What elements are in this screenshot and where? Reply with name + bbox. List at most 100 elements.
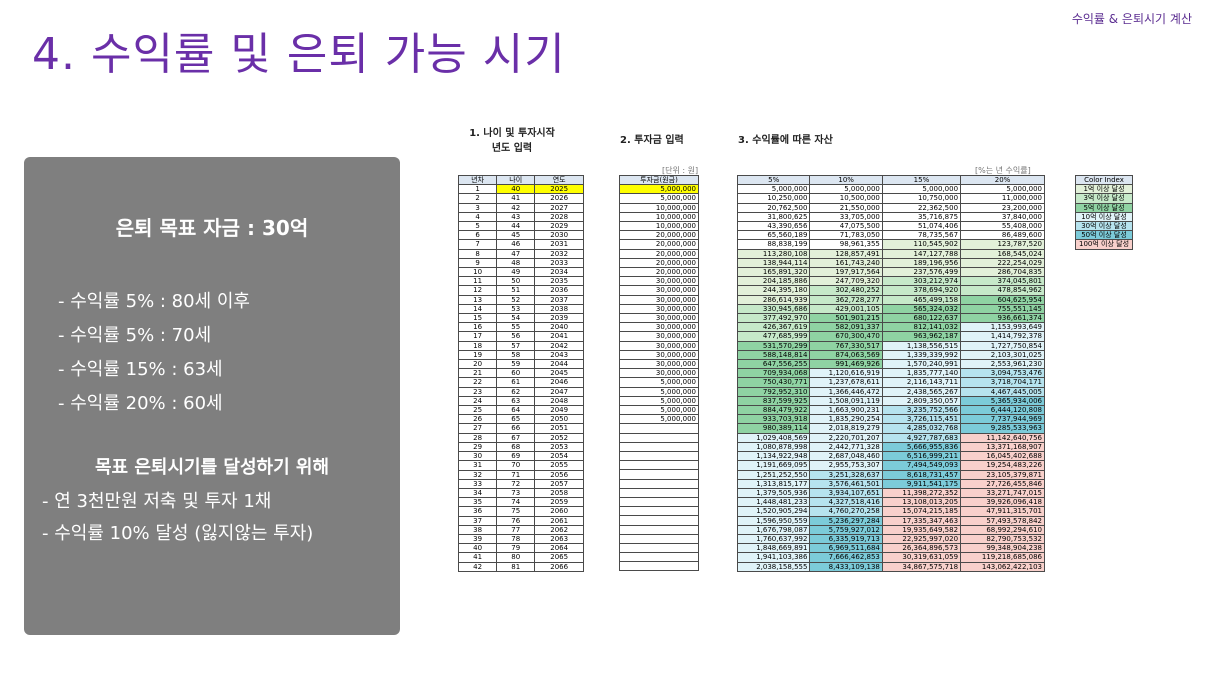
investment-cell: 5,000,000 [619,184,699,195]
color-index-item: 10억 이상 달성 [1074,211,1134,223]
asset-table-cell: 5,666,955,836 [881,441,962,453]
asset-table-cell: 680,122,637 [881,313,962,324]
table-row: 30,000,000 [619,359,699,370]
age-table-cell: 2029 [534,221,584,232]
age-table-cell: 31 [457,460,498,471]
table-row: 1,379,505,936 3,934,107,651 11,398,272,352… [736,487,1045,499]
age-table-cell: 15 [457,313,498,324]
age-table-cell: 20 [457,359,498,370]
asset-table-cell: 1,835,777,140 [881,368,962,379]
asset-table-cell: 4,467,445,005 [960,386,1045,397]
asset-table-cell: 165,891,320 [736,267,811,278]
asset-table-cell: 8,433,109,138 [809,561,883,572]
asset-table: 5% 10% 15% 20% 5,000,000 5,000,000 5,000,000 5… [736,174,1045,572]
age-table-cell: 66 [496,423,536,434]
age-table-cell: 2047 [534,386,584,397]
color-index-item: 30억 이상 달성 [1074,221,1134,232]
asset-table-cell: 161,743,240 [809,257,883,269]
table-row [619,451,699,462]
asset-table-cell: 5,000,000 [809,184,883,195]
age-table-cell: 2051 [534,423,584,434]
age-table-cell: 76 [496,515,536,526]
table-row: 709,934,068 1,120,616,919 1,835,777,140 3,0… [736,368,1045,379]
investment-cell: 5,000,000 [619,377,699,388]
table-row: 30억 이상 달성 [1074,221,1134,232]
investment-cell [619,478,699,489]
age-table-cell: 65 [496,414,536,425]
asset-table-cell: 1,835,290,254 [809,414,883,425]
age-table-cell: 25 [457,405,498,416]
asset-table-cell: 1,153,993,649 [960,322,1045,333]
investment-cell: 5,000,000 [619,386,699,397]
age-table-cell: 50 [496,276,536,287]
asset-table-cell: 204,185,886 [736,276,811,287]
asset-table-cell: 1,760,637,992 [736,533,811,545]
age-table-cell: 14 [457,303,498,315]
asset-table-cell: 3,718,704,171 [960,377,1045,388]
asset-table-cell: 1,448,481,233 [736,497,811,508]
asset-table-cell: 477,685,999 [736,331,811,342]
asset-table-cell: 1,676,798,087 [736,524,811,535]
age-table-cell: 28 [457,432,498,443]
asset-table-cell: 3,094,753,476 [960,368,1045,379]
table-row: 20 59 2044 [457,359,584,370]
table-row: 24 63 2048 [457,395,584,407]
asset-table-cell: 2,220,701,207 [809,432,883,443]
color-index-item: 5억 이상 달성 [1074,202,1134,213]
table-row [619,487,699,498]
summary-panel: 은퇴 목표 자금 : 30억 - 수익률 5% : 80세 이후 - 수익률 5… [24,157,400,635]
table-row: 17 56 2041 [457,331,584,342]
table-row: 18 57 2042 [457,340,584,351]
investment-cell: 20,000,000 [619,267,699,278]
asset-table-cell: 565,324,032 [881,303,962,315]
asset-table-header: 20% [960,174,1045,186]
table-row: 980,389,114 2,018,819,279 4,285,032,768 9,2… [736,423,1045,434]
table-row: 5,000,000 [619,414,699,425]
age-table-cell: 67 [496,432,536,443]
asset-table-cell: 7,737,944,969 [960,414,1045,425]
age-table-cell: 1 [457,184,498,195]
table-row: 1,134,922,948 2,687,048,460 6,516,999,211 1… [736,451,1045,462]
age-table-cell: 37 [457,515,498,526]
table-row: 29 68 2053 [457,441,584,453]
age-table-cell: 33 [457,478,498,489]
table-row: 477,685,999 670,300,470 963,962,187 1,414,7… [736,331,1045,342]
asset-table-cell: 22,362,500 [881,202,962,213]
table-row: 20,000,000 [619,267,699,278]
age-table-cell: 2053 [534,441,584,453]
asset-table-cell: 2,809,350,057 [881,395,962,407]
investment-cell: 20,000,000 [619,248,699,259]
investment-cell: 30,000,000 [619,349,699,361]
asset-table-cell: 1,596,950,559 [736,515,811,526]
age-table-cell: 40 [457,543,498,554]
table-row [619,460,699,471]
asset-table-cell: 143,062,422,103 [960,561,1045,572]
asset-table-cell: 1,191,669,095 [736,460,811,471]
asset-table-cell: 647,556,255 [736,359,811,370]
asset-table-cell: 330,945,686 [736,303,811,315]
color-index-header: Color Index [1074,174,1134,186]
asset-table-cell: 6,969,511,684 [809,543,883,554]
asset-table-cell: 21,550,000 [809,202,883,213]
age-table-cell: 49 [496,267,536,278]
table-row: 10 49 2034 [457,267,584,278]
investment-cell [619,542,699,554]
table-row: 20,000,000 [619,230,699,241]
asset-table-cell: 34,867,575,718 [881,561,962,572]
age-table-cell: 68 [496,441,536,453]
asset-table-cell: 2,955,753,307 [809,460,883,471]
asset-table-cell: 1,251,252,550 [736,469,811,480]
color-index-item: 1억 이상 달성 [1074,184,1134,195]
table-row [619,515,699,526]
asset-table-cell: 10,250,000 [736,193,811,204]
asset-table-cell: 68,992,294,610 [960,524,1045,535]
table-row: 30,000,000 [619,285,699,296]
asset-table-cell: 4,760,270,258 [809,506,883,517]
asset-table-cell: 78,735,567 [881,230,962,241]
table-row: 30,000,000 [619,331,699,342]
table-row: 20,000,000 [619,239,699,250]
age-table-cell: 2055 [534,460,584,471]
age-table-cell: 3 [457,202,498,213]
asset-table-cell: 123,787,520 [960,239,1045,250]
asset-table-cell: 33,705,000 [809,211,883,223]
